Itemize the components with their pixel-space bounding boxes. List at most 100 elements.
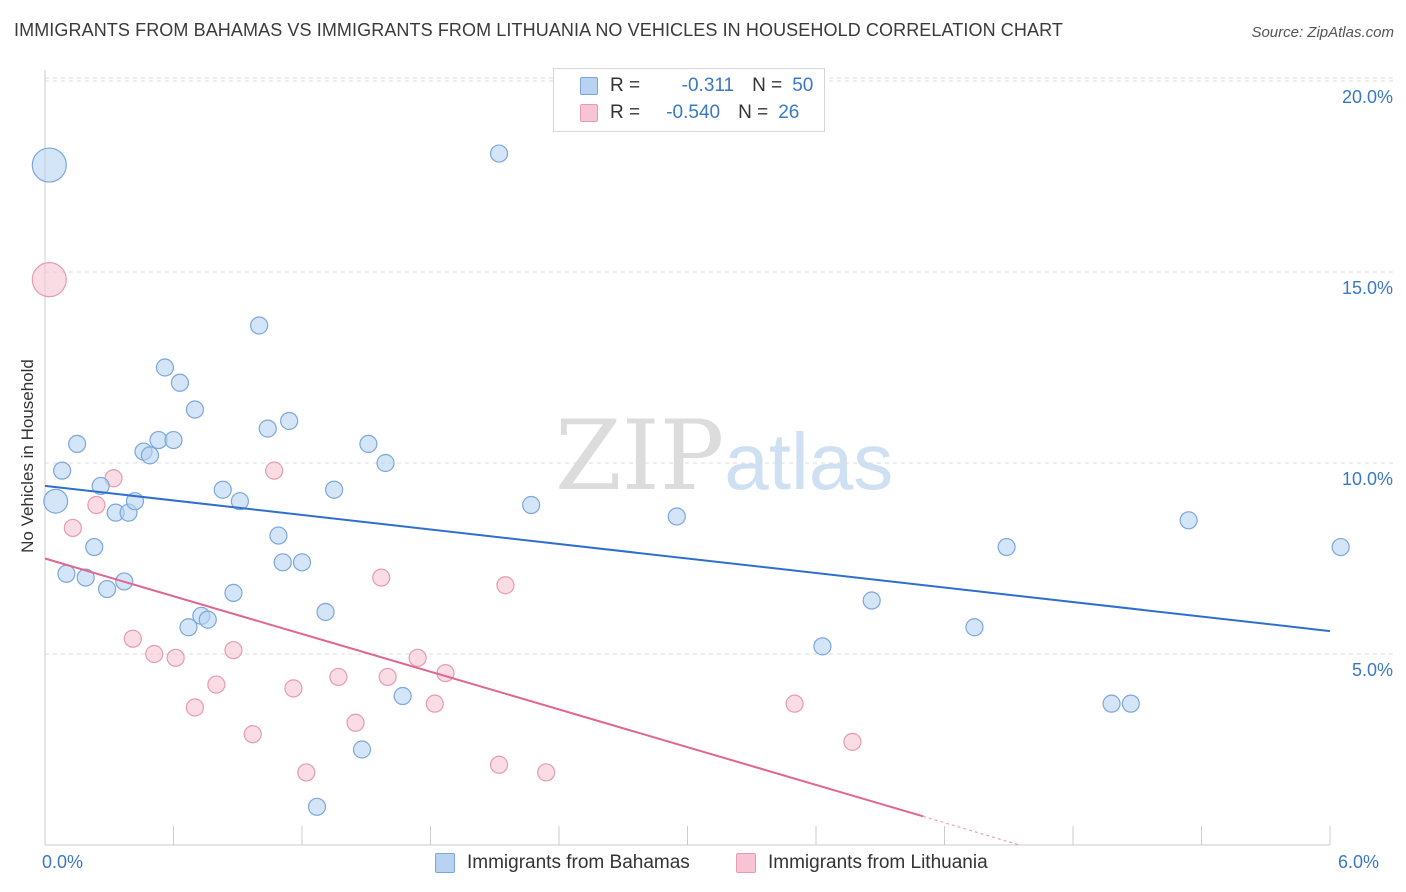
series-label-lithuania: Immigrants from Lithuania [768, 852, 988, 873]
legend-n-value: 50 [792, 75, 814, 96]
lithuania-point-25 [843, 732, 862, 751]
lithuania-point-17 [378, 667, 397, 687]
bahamas-point-6 [85, 537, 104, 557]
bahamas-point-7 [91, 476, 110, 496]
bahamas-point-3 [57, 564, 76, 583]
series-swatch-bahamas [435, 853, 455, 873]
y-axis-title: No Vehicles in Household [18, 359, 37, 553]
lithuania-point-8 [207, 675, 226, 694]
watermark: ZIPatlas [555, 400, 893, 512]
bahamas-point-20 [185, 400, 205, 419]
lithuania-point-24 [785, 694, 804, 713]
lithuania-points [31, 262, 862, 782]
bahamas-point-18 [170, 373, 190, 392]
trend-lines [44, 484, 1331, 846]
lithuania-point-12 [284, 679, 303, 698]
lithuania-point-6 [166, 648, 185, 667]
series-legend-bahamas[interactable]: Immigrants from Bahamas [435, 852, 690, 874]
lithuania-point-15 [346, 713, 365, 732]
bahamas-point-4 [68, 434, 87, 453]
lithuania-point-1 [63, 518, 82, 538]
bahamas-point-35 [352, 740, 372, 759]
lithuania-trend-line [44, 557, 924, 818]
bahamas-point-25 [230, 492, 249, 511]
chart-title: IMMIGRANTS FROM BAHAMAS VS IMMIGRANTS FR… [14, 20, 1063, 40]
legend-n-label: N = [738, 102, 769, 123]
bahamas-trend-line [44, 484, 1331, 633]
lithuania-point-23 [537, 763, 556, 782]
lithuania-point-2 [87, 495, 106, 515]
y-tick-label-5: 5.0% [1351, 660, 1393, 680]
bahamas-point-38 [393, 686, 412, 706]
bahamas-point-39 [489, 144, 509, 163]
bahamas-points [31, 144, 1350, 816]
lithuania-point-5 [145, 644, 164, 664]
lithuania-point-9 [224, 641, 243, 660]
lithuania-point-4 [123, 629, 142, 648]
bahamas-point-28 [269, 526, 288, 545]
bahamas-point-8 [98, 579, 117, 599]
bahamas-point-17 [164, 430, 183, 450]
bahamas-point-48 [1179, 511, 1198, 530]
bahamas-point-27 [258, 419, 277, 438]
bahamas-point-0 [31, 147, 67, 183]
lithuania-point-11 [265, 461, 284, 480]
bahamas-point-26 [250, 316, 269, 335]
legend-r-value: -0.311 [681, 75, 735, 96]
series-label-bahamas: Immigrants from Bahamas [467, 852, 690, 873]
correlation-legend: R = -0.311 N = 50 R = -0.540 N = 26 [553, 68, 825, 132]
bahamas-point-14 [140, 446, 160, 465]
y-tick-label-10: 10.0% [1341, 469, 1393, 489]
bahamas-point-16 [155, 358, 175, 377]
bahamas-point-49 [1331, 537, 1350, 557]
bahamas-point-1 [43, 488, 69, 514]
lithuania-point-7 [185, 698, 205, 717]
lithuania-point-13 [297, 763, 316, 782]
legend-swatch-lithuania [580, 104, 598, 122]
watermark-atlas: atlas [724, 417, 894, 506]
axes [44, 70, 1331, 846]
bahamas-point-2 [53, 461, 72, 480]
bahamas-point-45 [997, 537, 1016, 557]
legend-r-label: R = [610, 75, 641, 96]
legend-row-lithuania: R = -0.540 N = 26 [580, 100, 799, 126]
lithuania-point-22 [496, 576, 515, 595]
bahamas-point-31 [292, 553, 312, 572]
legend-swatch-bahamas [580, 77, 598, 95]
bahamas-point-23 [213, 480, 232, 499]
lithuania-point-18 [408, 648, 427, 667]
grid-lines [45, 77, 1395, 655]
lithuania-point-21 [489, 755, 509, 774]
bahamas-point-19 [179, 618, 198, 637]
series-swatch-lithuania [736, 853, 756, 873]
bahamas-point-44 [965, 618, 984, 637]
series-legend: Immigrants from Bahamas Immigrants from … [0, 852, 1406, 878]
bahamas-point-22 [198, 610, 217, 629]
bahamas-point-36 [359, 434, 378, 453]
lithuania-point-14 [329, 667, 348, 687]
source-label: Source: ZipAtlas.com [1251, 24, 1394, 41]
y-tick-label-15: 15.0% [1341, 278, 1393, 298]
lithuania-point-10 [243, 725, 262, 744]
legend-r-label: R = [610, 102, 641, 123]
legend-n-value: 26 [778, 102, 800, 123]
bahamas-point-47 [1121, 694, 1140, 713]
lithuania-point-20 [436, 663, 455, 683]
bahamas-point-24 [224, 583, 243, 602]
bahamas-point-40 [522, 495, 541, 515]
bahamas-point-37 [376, 453, 395, 473]
legend-r-value: -0.540 [666, 102, 721, 123]
bahamas-point-32 [307, 797, 327, 816]
bahamas-point-30 [280, 411, 299, 431]
lithuania-point-0 [31, 262, 67, 298]
series-legend-lithuania[interactable]: Immigrants from Lithuania [736, 852, 988, 874]
bahamas-point-29 [273, 553, 292, 572]
y-tick-label-20: 20.0% [1341, 87, 1393, 107]
bahamas-point-46 [1102, 694, 1121, 713]
legend-n-label: N = [752, 75, 783, 96]
lithuania-point-16 [372, 568, 391, 587]
bahamas-point-41 [667, 507, 686, 526]
bahamas-point-34 [325, 480, 344, 499]
x-tick-label-max: 6.0% [1338, 852, 1380, 872]
